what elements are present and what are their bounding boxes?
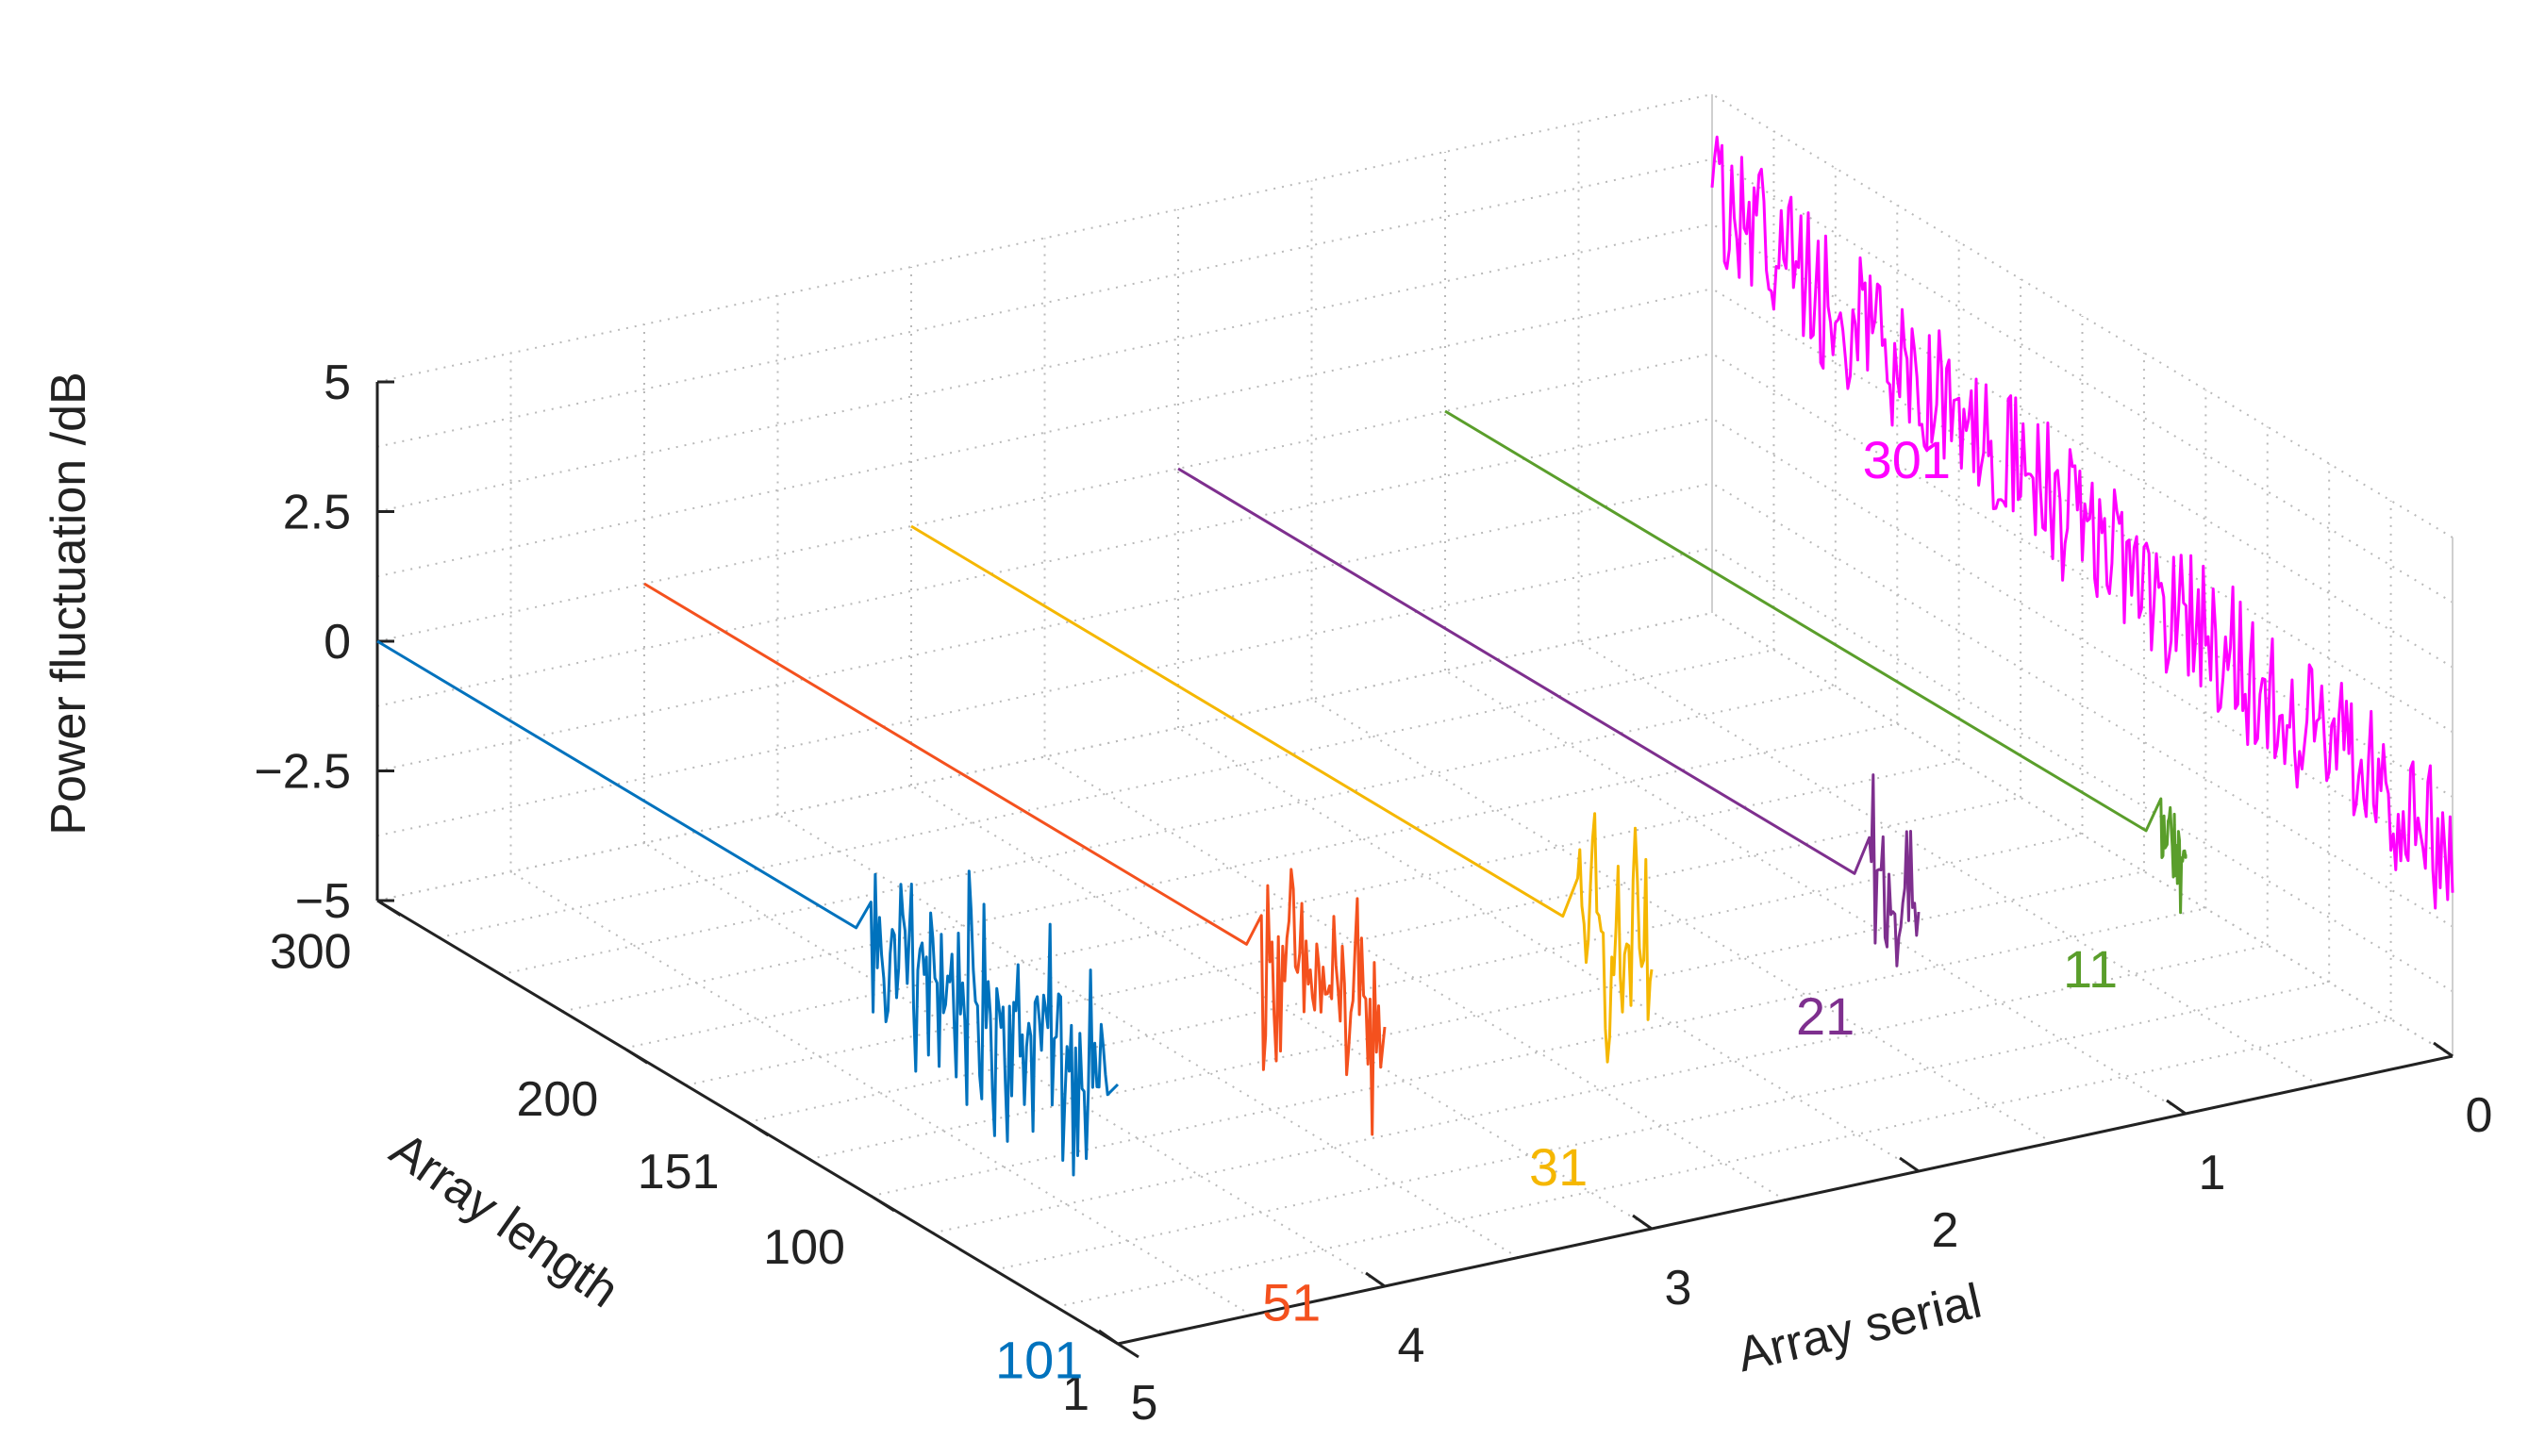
gridline — [685, 796, 2021, 1086]
x-tick — [1632, 1214, 1653, 1231]
gridline — [1310, 698, 2054, 1144]
y-tick — [1117, 1342, 1139, 1359]
gridline — [1711, 223, 2454, 669]
y-tick — [625, 1048, 649, 1065]
gridline — [376, 417, 1713, 707]
gridline — [1577, 640, 2320, 1086]
y-tick-label: 200 — [517, 1072, 599, 1127]
gridline — [871, 907, 2206, 1198]
y-axis-label: Array length — [380, 1122, 628, 1318]
series-line-51 — [643, 582, 1387, 1136]
gridline — [500, 686, 1837, 976]
series-label-101: 101 — [995, 1331, 1083, 1390]
series-line-101 — [376, 639, 1120, 1177]
gridline — [808, 870, 2145, 1161]
gridline — [376, 93, 1713, 383]
series-label-31: 31 — [1529, 1137, 1588, 1197]
gridline — [1711, 547, 2454, 993]
series-line-301 — [1710, 135, 2454, 910]
gridline — [562, 722, 1898, 1013]
gridline — [376, 288, 1713, 578]
gridline — [1043, 755, 1787, 1201]
z-tick-label: 0 — [324, 615, 351, 670]
x-tick-label: 0 — [2466, 1088, 2493, 1143]
x-tick-label: 3 — [1665, 1261, 1692, 1315]
series-line-31 — [910, 524, 1654, 1064]
x-tick — [2433, 1041, 2454, 1058]
y-tick — [873, 1196, 895, 1213]
x-axis-label: Array serial — [1733, 1274, 1987, 1383]
series-label-51: 51 — [1262, 1273, 1321, 1332]
y-tick-label: 1 — [1062, 1366, 1090, 1421]
z-tick-label: 5 — [324, 356, 351, 410]
x-tick-label: 4 — [1398, 1318, 1425, 1373]
gridline — [1711, 353, 2454, 798]
y-tick-label: 100 — [763, 1220, 845, 1275]
x-axis — [1117, 1054, 2454, 1346]
gridline — [1056, 1018, 2391, 1308]
gridline — [376, 612, 1713, 902]
gridline — [376, 353, 1713, 642]
y-tick-label: 151 — [638, 1145, 720, 1200]
gridline — [932, 944, 2268, 1234]
x-tick — [2166, 1099, 2187, 1116]
z-axis-label: Power fluctuation /dB — [42, 372, 96, 835]
series-layer — [376, 135, 2454, 1177]
z-tick-label: −5 — [295, 874, 351, 929]
x-tick-label: 2 — [1932, 1203, 1959, 1258]
gridline — [747, 834, 2083, 1123]
x-tick-label: 5 — [1131, 1376, 1158, 1431]
z-tick-label: −2.5 — [254, 745, 351, 800]
x-tick — [1098, 1329, 1119, 1346]
y-tick — [746, 1120, 770, 1137]
series-line-21 — [1177, 467, 1921, 968]
z-tick-label: 2.5 — [283, 486, 351, 540]
gridline — [376, 157, 1713, 448]
x-tick — [1365, 1271, 1386, 1288]
labels-layer: Power fluctuation /dB Array length Array… — [42, 372, 2118, 1389]
gridline — [439, 649, 1774, 939]
y-tick-label: 300 — [270, 925, 352, 980]
gridline — [776, 813, 1520, 1259]
gridline — [376, 223, 1713, 513]
gridline — [376, 547, 1713, 837]
y-tick — [378, 901, 402, 917]
gridline — [376, 482, 1713, 772]
gridline — [1444, 670, 2187, 1115]
gridline — [624, 759, 1959, 1050]
series-line-11 — [1444, 409, 2187, 915]
x-tick — [1899, 1156, 1920, 1173]
series-label-11: 11 — [2063, 939, 2118, 999]
x-tick-label: 1 — [2199, 1146, 2226, 1200]
gridline — [1177, 727, 1920, 1172]
series-label-301: 301 — [1863, 430, 1951, 489]
series-label-21: 21 — [1796, 986, 1855, 1046]
gridline — [993, 981, 2330, 1271]
